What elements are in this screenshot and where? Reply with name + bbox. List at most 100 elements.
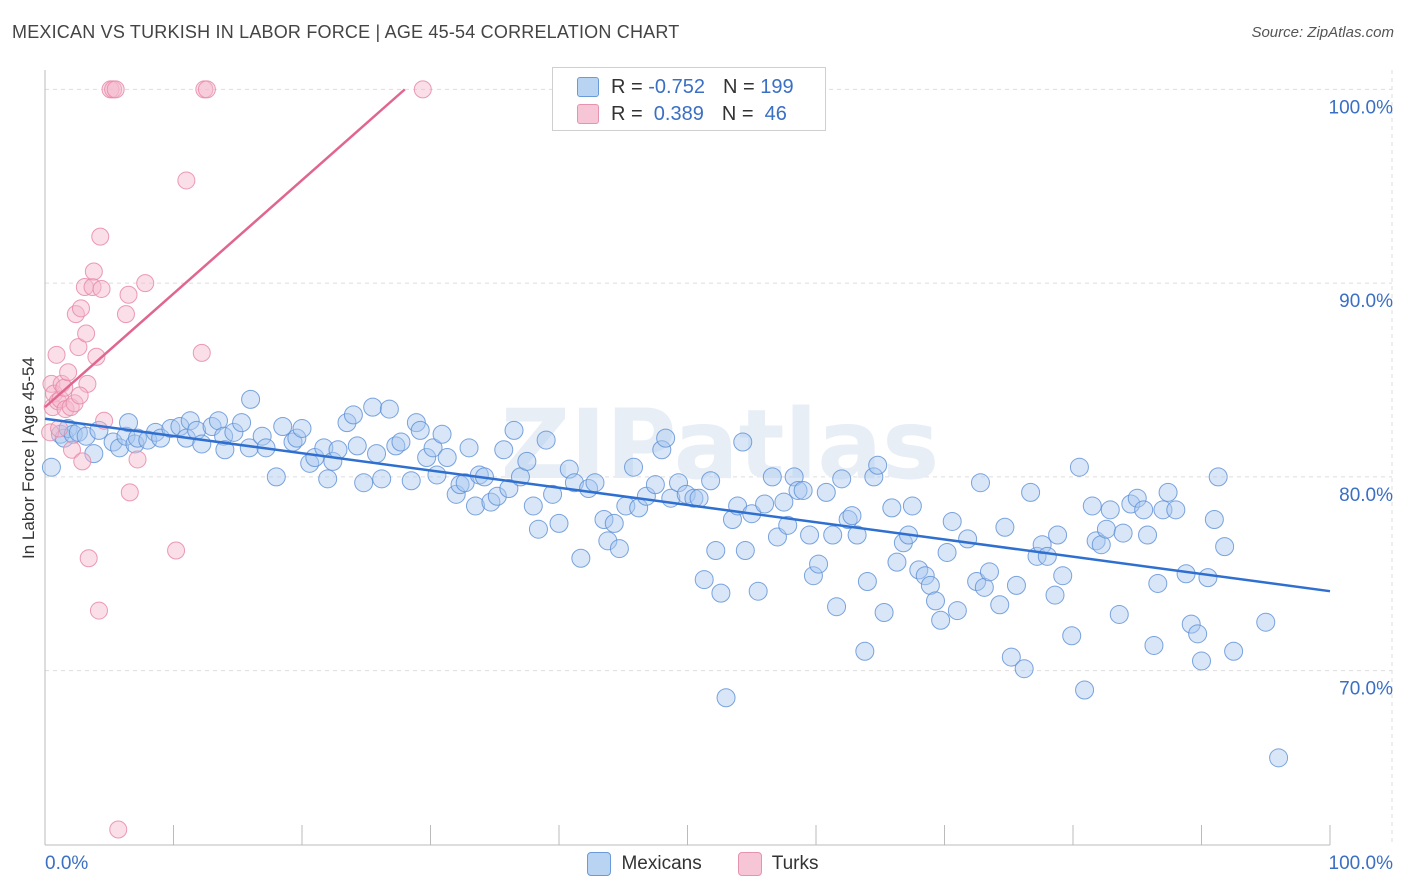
r-value: 0.389 xyxy=(648,102,704,125)
turks-point xyxy=(73,452,92,471)
turks-point xyxy=(41,423,60,442)
mexicans-point xyxy=(543,484,563,504)
mexicans-point xyxy=(774,492,794,512)
turks-point xyxy=(136,274,155,293)
mexicans-point xyxy=(487,486,507,506)
mexicans-point xyxy=(401,471,421,491)
mexicans-point xyxy=(915,566,935,586)
axes xyxy=(44,70,1331,846)
mexicans-point xyxy=(1045,585,1065,605)
mexicans-point xyxy=(706,541,726,560)
turks-trend-line xyxy=(44,88,406,409)
turks-point xyxy=(83,278,102,296)
turks-point xyxy=(84,262,103,281)
mexicans-point xyxy=(76,426,96,446)
mexicans-point xyxy=(947,601,967,621)
y-tick-label: 100.0% xyxy=(1329,97,1394,118)
mexicans-point xyxy=(788,480,808,500)
mexicans-point xyxy=(701,471,721,491)
mexicans-point xyxy=(241,389,261,409)
mexicans-point xyxy=(119,413,139,433)
mexicans-point xyxy=(564,473,584,493)
legend-row-turks: R = 0.389 N = 46 xyxy=(577,102,787,126)
mexicans-point xyxy=(1198,568,1218,588)
turks-point xyxy=(106,80,125,99)
legend-item-mexicans: Mexicans xyxy=(587,852,702,876)
mexicans-point xyxy=(417,448,437,467)
mexicans-point xyxy=(868,455,888,475)
mexicans-point xyxy=(694,570,714,590)
mexicans-point xyxy=(864,467,884,487)
mexicans-point xyxy=(214,426,234,446)
mexicans-point xyxy=(1100,500,1120,520)
turks-point xyxy=(197,80,216,99)
mexicans-point xyxy=(1048,525,1068,545)
mexicans-point xyxy=(273,417,293,436)
mexicans-point xyxy=(733,432,753,452)
mexicans-point xyxy=(386,436,406,456)
n-value: 46 xyxy=(759,102,787,125)
mexicans-point xyxy=(609,539,629,559)
mexicans-point xyxy=(459,438,479,458)
mexicans-point xyxy=(571,548,591,568)
turks-point xyxy=(109,820,128,839)
mexicans-point xyxy=(823,525,843,545)
mexicans-point xyxy=(318,469,338,489)
mexicans-point xyxy=(465,496,485,516)
turks-point xyxy=(69,338,88,357)
mexicans-point xyxy=(585,473,605,493)
mexicans-point xyxy=(762,467,782,487)
turks-point xyxy=(116,305,135,324)
mexicans-point xyxy=(372,469,392,489)
turks-point xyxy=(79,549,98,568)
mexicans-point xyxy=(604,513,624,533)
mexicans-point xyxy=(252,426,272,446)
turks-swatch xyxy=(577,104,599,124)
mexicans-point xyxy=(1269,748,1289,768)
mexicans-point xyxy=(1062,626,1082,646)
mexicans-point xyxy=(41,457,61,477)
mexicans-point xyxy=(809,554,829,574)
mexicans-point xyxy=(1138,525,1158,545)
mexicans-point xyxy=(1181,614,1201,634)
mexicans-point xyxy=(1021,482,1041,502)
mexicans-point xyxy=(494,440,514,460)
x-tick-label: 100.0% xyxy=(1329,853,1394,874)
turks-point xyxy=(119,285,138,304)
legend-item-turks: Turks xyxy=(737,852,819,876)
mexicans-point xyxy=(1127,488,1147,508)
mexicans-point xyxy=(842,506,862,526)
mexicans-points xyxy=(41,389,1289,768)
mexicans-point xyxy=(937,542,957,562)
turks-point xyxy=(71,299,90,318)
turks-point xyxy=(87,347,106,366)
turks-point xyxy=(128,450,147,469)
mexicans-point xyxy=(549,513,569,533)
mexicans-point xyxy=(645,475,665,495)
mexicans-point xyxy=(536,430,556,450)
mexicans-point xyxy=(816,482,836,502)
mexicans-point xyxy=(1006,575,1026,595)
mexicans-point xyxy=(354,473,374,493)
y-tick-label: 70.0% xyxy=(1339,679,1393,700)
mexicans-swatch xyxy=(577,77,599,97)
legend-label-mexicans: Mexicans xyxy=(621,853,702,874)
mexicans-point xyxy=(427,465,447,485)
mexicans-point xyxy=(1256,612,1276,632)
mexicans-point xyxy=(504,420,524,440)
mexicans-point xyxy=(1204,510,1224,529)
turks-point xyxy=(89,601,108,620)
mexicans-point xyxy=(292,418,312,438)
mexicans-point xyxy=(598,531,618,551)
mexicans-point xyxy=(232,413,252,433)
turks-point xyxy=(167,541,186,560)
tick-labels: 70.0% 80.0% 90.0% 100.0% 0.0% 100.0% xyxy=(45,97,1393,874)
n-value: 199 xyxy=(760,75,794,98)
mexicans-point xyxy=(363,397,383,417)
mexicans-point xyxy=(1148,573,1168,593)
mexicans-point xyxy=(594,510,614,529)
mexicans-point xyxy=(523,496,543,516)
turks-point xyxy=(55,378,74,397)
mexicans-point xyxy=(902,496,922,516)
